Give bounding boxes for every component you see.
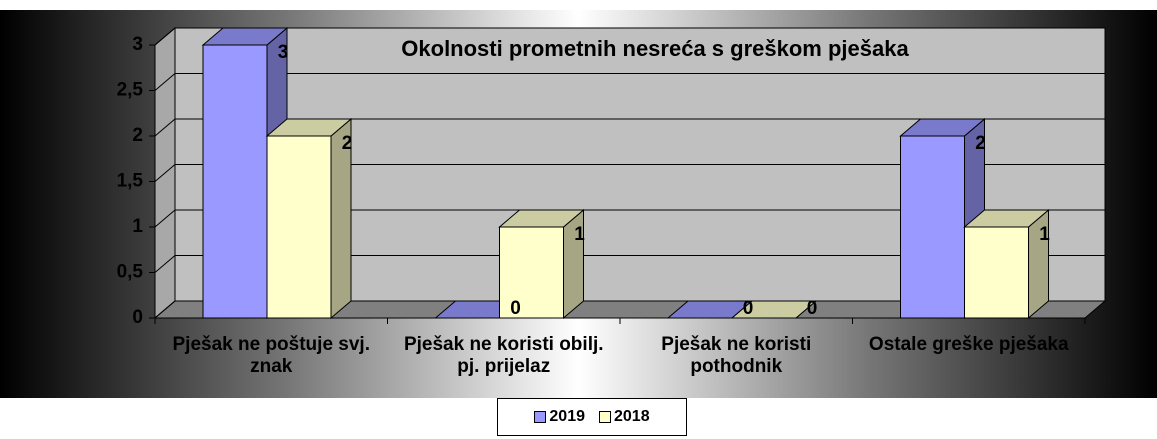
legend-swatch (599, 411, 611, 423)
x-tick-label: Ostale greške pješaka (868, 334, 1069, 355)
grid-line (154, 27, 1105, 46)
data-label: 2 (975, 133, 986, 154)
grid-line (154, 164, 1105, 182)
grid-line (154, 73, 1105, 91)
y-tick-label: 2,5 (117, 80, 144, 101)
data-label: 0 (807, 298, 818, 319)
data-label: 3 (278, 42, 289, 63)
x-tick-label: Pješak ne poštuje svj. znak (172, 334, 370, 377)
bar (265, 117, 353, 320)
data-label: 1 (574, 224, 585, 245)
legend-label: 2018 (614, 408, 650, 425)
data-label: 0 (510, 298, 521, 319)
data-label: 0 (743, 298, 754, 319)
legend-swatch (534, 411, 547, 423)
bar-front (202, 44, 268, 319)
y-tick-label: 1,5 (117, 171, 144, 192)
y-tick-label: 0 (132, 307, 143, 328)
grid-line (154, 118, 1105, 137)
bar (730, 300, 818, 319)
y-tick-label: 2 (132, 125, 143, 146)
grid-line (154, 255, 1105, 273)
legend-label: 2019 (549, 408, 585, 425)
y-tick-label: 0,5 (117, 262, 144, 283)
legend: 2019 2018 (497, 398, 687, 436)
bar (498, 208, 585, 320)
grid-line (154, 209, 1105, 228)
chart-title: Okolnosti prometnih nesreća s greškom pj… (401, 36, 909, 61)
y-tick-label: 3 (132, 34, 143, 55)
bar-front (266, 135, 332, 319)
x-tick-label: Pješak ne koristi pothodnik (661, 334, 812, 377)
data-label: 2 (342, 133, 353, 154)
x-tick-label: Pješak ne koristi obilj. pj. prijelaz (403, 334, 604, 377)
data-label: 1 (1039, 224, 1050, 245)
bar-front (964, 226, 1029, 319)
legend-item: 2018 (599, 408, 650, 426)
legend-item: 2019 (534, 408, 585, 426)
bar (963, 208, 1050, 320)
chart: Okolnosti prometnih nesreća s greškom pj… (117, 26, 1107, 328)
bar-front (900, 135, 965, 319)
bar-top (730, 300, 818, 319)
bar-front (499, 226, 564, 319)
y-tick-label: 1 (132, 216, 143, 237)
